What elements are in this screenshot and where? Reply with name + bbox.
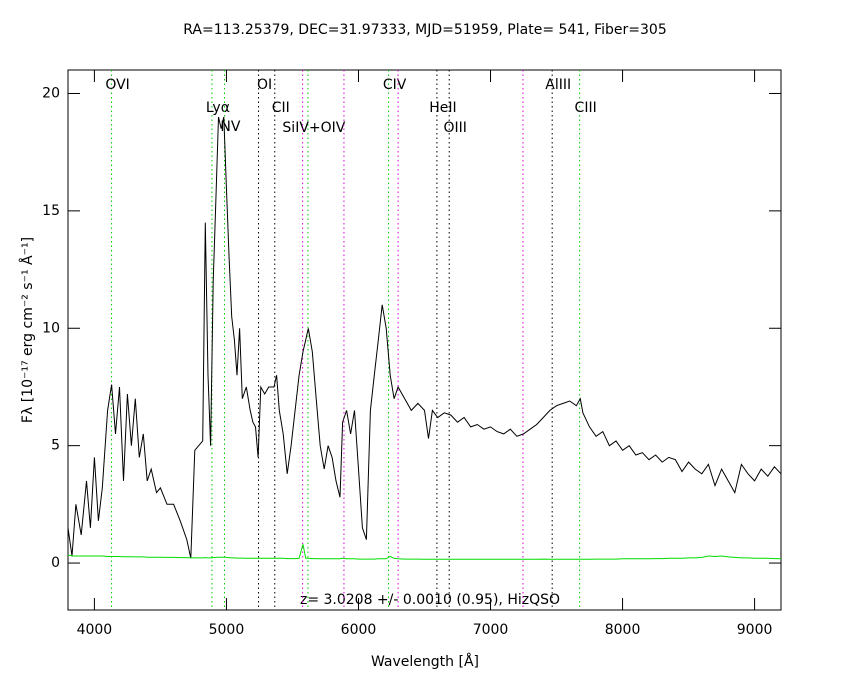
- y-tick-label: 15: [42, 203, 60, 219]
- x-tick-label: 5000: [209, 622, 245, 638]
- line-label: Lyα: [206, 100, 230, 116]
- y-tick-label: 0: [51, 555, 60, 571]
- x-tick-label: 8000: [605, 622, 641, 638]
- line-label: OIII: [443, 120, 466, 136]
- line-label: NV: [220, 119, 240, 135]
- chart-title: RA=113.25379, DEC=31.97333, MJD=51959, P…: [183, 22, 667, 38]
- line-label: HeII: [429, 100, 456, 116]
- y-tick-label: 10: [42, 320, 60, 336]
- line-label: OVI: [105, 77, 129, 93]
- x-tick-label: 9000: [737, 622, 773, 638]
- y-tick-label: 5: [51, 438, 60, 454]
- line-label: CII: [272, 100, 290, 116]
- line-label: CIV: [383, 77, 407, 93]
- y-axis-label: Fλ [10⁻¹⁷ erg cm⁻² s⁻¹ Å⁻¹]: [19, 237, 36, 423]
- y-tick-label: 20: [42, 85, 60, 101]
- x-tick-label: 7000: [473, 622, 509, 638]
- line-label: CIII: [575, 100, 597, 116]
- x-axis-label: Wavelength [Å]: [371, 653, 479, 670]
- x-tick-label: 6000: [341, 622, 377, 638]
- line-label: SiIV+OIV: [282, 120, 345, 136]
- x-tick-label: 4000: [77, 622, 113, 638]
- line-label: OI: [257, 77, 272, 93]
- annotation: z= 3.0208 +/- 0.0010 (0.95), HizQSO: [300, 592, 560, 608]
- spectrum-line: [67, 116, 782, 559]
- line-label: AlIII: [545, 77, 571, 93]
- spectrum-line: [67, 544, 782, 560]
- plot-frame: [67, 69, 782, 611]
